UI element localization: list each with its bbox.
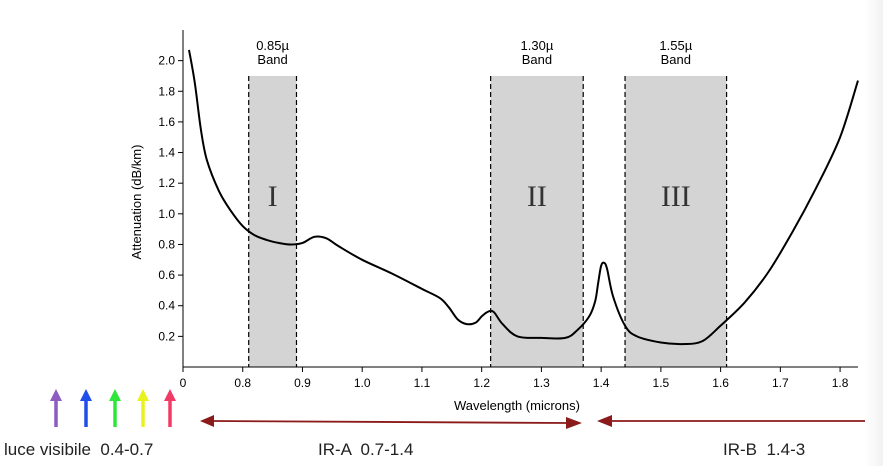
x-tick-label: 1.5 — [653, 376, 670, 390]
x-tick-label: 1.2 — [473, 376, 490, 390]
band-3-region — [625, 75, 727, 368]
y-tick-label: 1.2 — [158, 176, 175, 190]
x-tick-label: 1.7 — [772, 376, 789, 390]
band-1-wavelength: 0.85µ — [256, 38, 289, 53]
spectrum-arrow-head — [164, 389, 176, 401]
x-tick-label: 1.4 — [593, 376, 610, 390]
x-ticks: 0 0.8 0.9 1.0 1.1 1.2 1.3 1.4 1.5 1.6 1.7 1.8 — [180, 367, 849, 390]
ir-a-label: IR-A 0.7-1.4 — [318, 440, 413, 459]
band-3-label: Band — [661, 52, 691, 67]
x-tick-label: 0.8 — [234, 376, 251, 390]
x-axis-title: Wavelength (microns) — [454, 398, 580, 413]
band-1-numeral: I — [268, 180, 278, 213]
band-2-label: Band — [522, 52, 552, 67]
band-2-numeral: II — [527, 180, 547, 213]
band-2-wavelength: 1.30µ — [521, 38, 554, 53]
y-tick-label: 1.0 — [158, 207, 175, 221]
spectrum-arrow-head — [50, 389, 62, 401]
ir-a-right-arrowhead — [566, 417, 582, 429]
visible-light-label: luce visibile 0.4-0.7 — [4, 440, 153, 459]
x-tick-label: 1.0 — [354, 376, 371, 390]
x-tick-label: 1.8 — [832, 376, 849, 390]
ir-a-range-line — [211, 420, 569, 424]
x-tick-label: 1.1 — [414, 376, 431, 390]
y-tick-label: 2.0 — [158, 54, 175, 68]
band-3-wavelength: 1.55µ — [659, 38, 692, 53]
x-tick-label: 1.3 — [533, 376, 550, 390]
x-tick-label: 0 — [180, 376, 187, 390]
y-tick-label: 1.8 — [158, 84, 175, 98]
y-tick-label: 0.2 — [158, 329, 175, 343]
y-tick-label: 0.8 — [158, 237, 175, 251]
x-tick-label: 1.6 — [712, 376, 729, 390]
band-1-region — [248, 75, 297, 368]
ir-b-left-arrowhead — [597, 415, 612, 427]
y-axis-title: Attenuation (dB/km) — [129, 145, 144, 260]
spectrum-arrow-head — [80, 389, 92, 401]
axes-layer — [182, 30, 858, 368]
spectrum-legend — [50, 389, 865, 429]
ir-a-left-arrowhead — [200, 415, 214, 427]
x-tick-label: 0.9 — [294, 376, 311, 390]
edge-shade — [865, 0, 883, 466]
attenuation-curve — [188, 49, 859, 346]
y-tick-label: 1.6 — [158, 115, 175, 129]
band-1-label: Band — [257, 52, 287, 67]
y-ticks: 0.2 0.4 0.6 0.8 1.0 1.2 1.4 1.6 1.8 2.0 — [158, 54, 183, 343]
band-3-numeral: III — [661, 180, 691, 213]
spectrum-arrow-head — [137, 389, 149, 401]
spectrum-arrow-head — [109, 389, 121, 401]
y-tick-label: 0.4 — [158, 299, 175, 313]
band-2-region — [490, 75, 584, 368]
ir-b-label: IR-B 1.4-3 — [723, 440, 805, 459]
y-tick-label: 0.6 — [158, 268, 175, 282]
y-tick-label: 1.4 — [158, 146, 175, 160]
